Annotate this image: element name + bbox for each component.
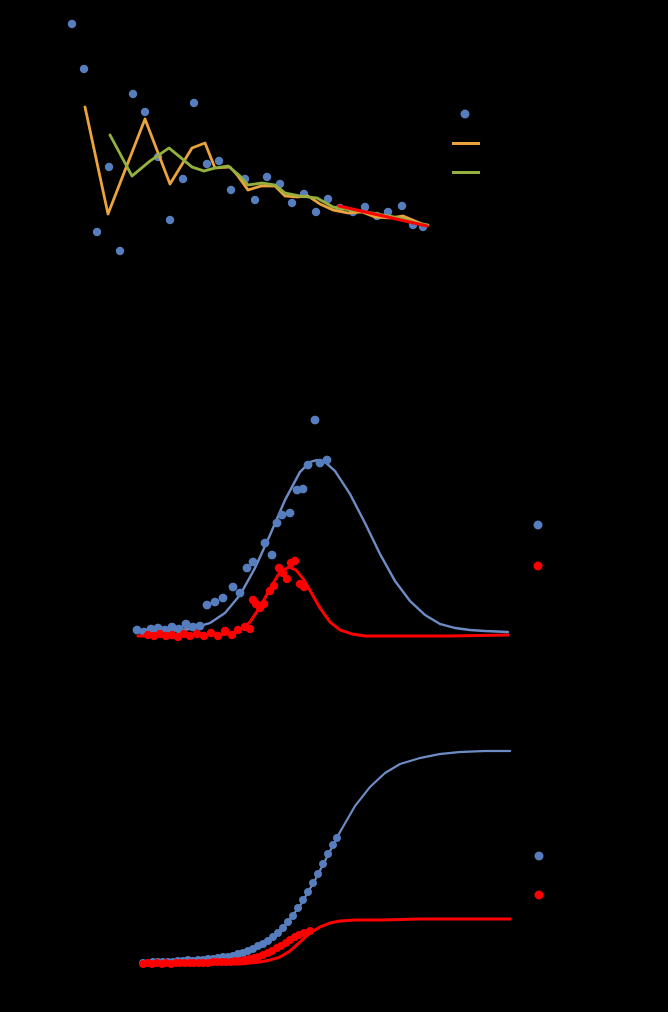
blue-cumulative-dots-point [314, 870, 322, 878]
observed-scatter-point [214, 156, 224, 166]
blue-cumulative-dots-point [309, 879, 317, 887]
red-cumulative-dots-point [306, 927, 314, 935]
blue-observed-dots-point [181, 619, 191, 629]
observed-scatter-point [323, 194, 333, 204]
legend-blue-series-marker [534, 851, 544, 861]
legend-observed-marker [460, 109, 470, 119]
red-observed-dots-point [269, 581, 279, 591]
legend-blue-series-marker [533, 520, 543, 530]
legend-red-series-marker [533, 561, 543, 571]
blue-observed-dots-point [210, 597, 220, 607]
red-observed-dots-point [192, 629, 202, 639]
red-observed-dots-point [282, 574, 292, 584]
observed-scatter-point [189, 98, 199, 108]
blue-cumulative-dots-point [319, 860, 327, 868]
blue-observed-dots-point [322, 455, 332, 465]
red-observed-dots-point [206, 628, 216, 638]
chart-top-scatter-moving-averages [67, 19, 480, 256]
observed-scatter-point [140, 107, 150, 117]
red-observed-dots-point [299, 582, 309, 592]
blue-observed-dots-point [188, 622, 198, 632]
blue-observed-dots-point [235, 588, 245, 598]
observed-scatter-point [115, 246, 125, 256]
observed-scatter-point [397, 201, 407, 211]
observed-scatter-point [178, 174, 188, 184]
blue-cumulative-dots-point [333, 834, 341, 842]
blue-observed-dots-point [248, 557, 258, 567]
red-observed-dots-point [245, 624, 255, 634]
blue-observed-dots-point [310, 415, 320, 425]
blue-cumulative-dots-point [329, 841, 337, 849]
blue-observed-dots-point [303, 460, 313, 470]
blue-observed-dots-point [285, 508, 295, 518]
blue-cumulative-dots-point [279, 924, 287, 932]
trendline [337, 204, 429, 228]
observed-scatter-point [202, 159, 212, 169]
observed-scatter-point [128, 89, 138, 99]
red-observed-dots-point [220, 626, 230, 636]
blue-cumulative-dots-point [299, 896, 307, 904]
chart-middle-distribution-fit [132, 415, 543, 642]
red-observed-dots-point [199, 631, 209, 641]
blue-observed-dots-point [267, 550, 277, 560]
red-observed-dots-point [213, 631, 223, 641]
legend-red-series-marker [534, 890, 544, 900]
observed-scatter-point [311, 207, 321, 217]
blue-fitted-bell-curve [133, 458, 510, 634]
red-observed-dots-point [259, 599, 269, 609]
observed-scatter-point [226, 185, 236, 195]
observed-scatter-point [287, 198, 297, 208]
blue-observed-dots-point [272, 518, 282, 528]
red-observed-dots-point [185, 631, 195, 641]
observed-scatter-point [104, 162, 114, 172]
observed-scatter-point [67, 19, 77, 29]
blue-observed-dots-point [228, 582, 238, 592]
chart-bottom-cumulative-fit [139, 749, 544, 968]
blue-cumulative-dots-point [304, 888, 312, 896]
blue-observed-dots-point [218, 593, 228, 603]
blue-cumulative-dots-point [324, 850, 332, 858]
blue-observed-dots-point [132, 625, 142, 635]
observed-scatter-point [360, 202, 370, 212]
observed-scatter-point [165, 215, 175, 225]
red-observed-dots-point [290, 556, 300, 566]
blue-observed-dots-point [202, 600, 212, 610]
blue-observed-dots-point [195, 621, 205, 631]
blue-observed-dots-point [242, 563, 252, 573]
blue-observed-dots-point [298, 484, 308, 494]
moving-average-short [83, 105, 429, 228]
observed-scatter-point [262, 172, 272, 182]
observed-scatter-point [79, 64, 89, 74]
blue-cumulative-dots-point [294, 904, 302, 912]
observed-scatter-point [92, 227, 102, 237]
blue-observed-dots-point [167, 622, 177, 632]
red-observed-dots-point [278, 568, 288, 578]
blue-observed-dots-point [260, 538, 270, 548]
blue-observed-dots-point [277, 510, 287, 520]
observed-scatter-point [250, 195, 260, 205]
blue-observed-dots-point [315, 458, 325, 468]
blue-cumulative-dots-point [274, 929, 282, 937]
blue-cumulative-dots-point [289, 912, 297, 920]
red-observed-dots-point [227, 630, 237, 640]
blue-cumulative-dots-point [284, 918, 292, 926]
red-observed-dots-point [233, 625, 243, 635]
